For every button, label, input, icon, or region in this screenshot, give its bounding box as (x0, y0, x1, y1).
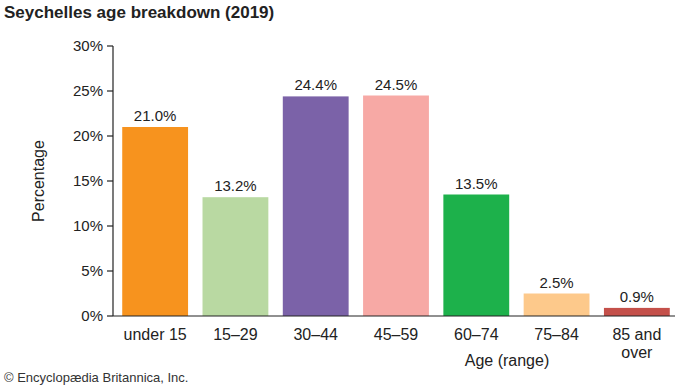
data-label: 13.2% (214, 177, 257, 194)
x-axis (113, 315, 675, 316)
y-tick (107, 225, 113, 226)
y-tick (107, 180, 113, 181)
bar (604, 308, 670, 316)
y-tick (107, 45, 113, 46)
data-label: 2.5% (539, 274, 573, 291)
bar (443, 195, 509, 317)
y-tick (107, 135, 113, 136)
label-line: over (621, 344, 653, 361)
x-tick-label: 30–44 (293, 326, 338, 343)
credit: © Encyclopædia Britannica, Inc. (4, 370, 188, 385)
y-tick (107, 90, 113, 91)
data-label: 24.4% (294, 76, 337, 93)
bar (203, 197, 269, 316)
y-axis-label: Percentage (30, 140, 47, 222)
y-tick-label: 10% (73, 217, 103, 234)
data-label: 21.0% (134, 107, 177, 124)
bar (363, 96, 429, 317)
x-tick-label: under 15 (124, 326, 187, 343)
bars (122, 96, 670, 317)
y-tick-label: 0% (81, 307, 103, 324)
y-tick-label: 30% (73, 37, 103, 54)
x-tick-label: 85 andover (612, 326, 661, 361)
bar (524, 294, 590, 317)
x-tick-label: 75–84 (534, 326, 579, 343)
title: Seychelles age breakdown (2019) (4, 3, 274, 22)
y-tick-label: 15% (73, 172, 103, 189)
bar (283, 96, 349, 316)
bar (122, 127, 188, 316)
y-tick-label: 5% (81, 262, 103, 279)
data-label: 24.5% (375, 76, 418, 93)
data-label: 13.5% (455, 175, 498, 192)
chart: Seychelles age breakdown (2019) 21.0% 13.2… (0, 0, 690, 388)
label-line: 85 and (612, 326, 661, 343)
y-tick (107, 315, 113, 316)
y-tick-label: 20% (73, 127, 103, 144)
data-label: 0.9% (620, 288, 654, 305)
x-tick-label: 60–74 (454, 326, 499, 343)
x-tick-label: 45–59 (374, 326, 419, 343)
y-tick-label: 25% (73, 82, 103, 99)
y-tick (107, 270, 113, 271)
x-axis-label: Age (range) (465, 352, 550, 369)
x-tick-label: 15–29 (213, 326, 258, 343)
